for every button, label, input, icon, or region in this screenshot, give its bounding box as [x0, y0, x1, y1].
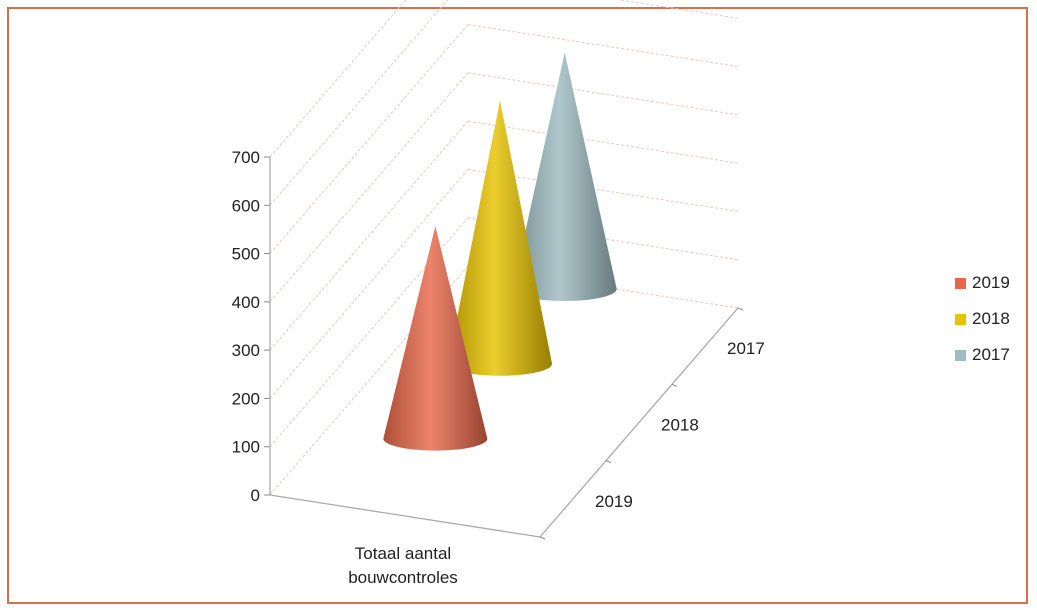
legend-swatch — [955, 349, 966, 361]
cone-2018 — [448, 100, 553, 376]
gridline-back — [467, 72, 739, 116]
gridline-back — [467, 24, 739, 68]
depth-tick-label: 2017 — [727, 339, 765, 358]
x-axis-line — [269, 494, 541, 538]
y-tick-label: 200 — [232, 389, 260, 408]
legend-label: 2017 — [972, 345, 1010, 364]
gridline-left — [269, 72, 469, 303]
gridline-left — [269, 0, 407, 158]
depth-tick-label: 2018 — [661, 416, 699, 435]
gridline-left — [269, 169, 469, 399]
depth-tick — [605, 460, 612, 464]
legend-item-2019: 2019 — [955, 265, 1010, 301]
depth-tick-label: 2019 — [595, 492, 633, 511]
depth-tick — [671, 383, 678, 387]
y-tick-label: 400 — [232, 293, 260, 312]
legend-item-2017: 2017 — [955, 337, 1010, 373]
depth-tick — [737, 307, 744, 311]
category-label: bouwcontroles — [348, 568, 458, 587]
legend: 2019 2018 2017 — [955, 265, 1010, 373]
depth-tick — [539, 536, 546, 540]
cone-2019 — [383, 226, 488, 451]
legend-item-2018: 2018 — [955, 301, 1010, 337]
legend-label: 2018 — [972, 309, 1010, 328]
y-tick-label: 700 — [232, 148, 260, 167]
gridline-left — [269, 120, 469, 351]
gridline-back — [467, 120, 739, 164]
cone-series — [383, 52, 617, 451]
tick-labels: 0 100 200 300 400 500 600 700 2019 2018 2017 Totaal… — [232, 148, 765, 587]
y-tick-label: 100 — [232, 438, 260, 457]
cone-2017 — [512, 52, 617, 301]
legend-swatch — [955, 313, 966, 325]
y-tick-label: 600 — [232, 196, 260, 215]
category-label: Totaal aantal — [355, 544, 451, 563]
legend-label: 2019 — [972, 273, 1010, 292]
y-tick-label: 300 — [232, 341, 260, 360]
y-tick-label: 0 — [251, 486, 260, 505]
y-tick-label: 500 — [232, 245, 260, 264]
gridline-left — [269, 0, 449, 206]
legend-swatch — [955, 277, 966, 289]
gridline-back — [617, 0, 739, 19]
axes — [264, 156, 744, 540]
gridline-left — [269, 24, 469, 254]
depth-axis-line — [539, 307, 739, 538]
